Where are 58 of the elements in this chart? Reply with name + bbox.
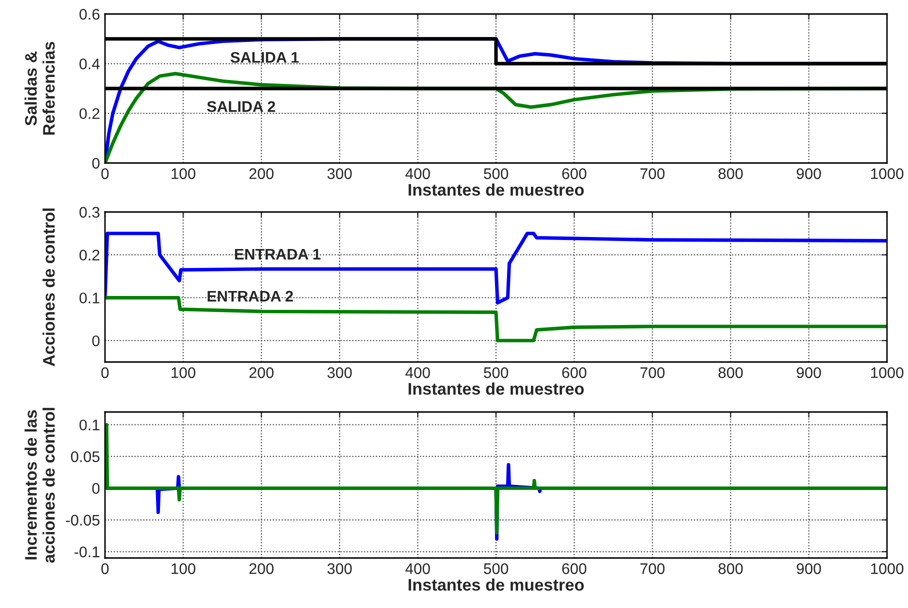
y-tick-label: 0.4: [80, 58, 100, 70]
x-tick-label: 300: [327, 563, 352, 574]
x-tick-label: 900: [796, 563, 821, 574]
x-tick-label: 0: [101, 367, 109, 378]
y-tick-label: 0.2: [80, 108, 100, 120]
x-tick-label: 200: [249, 367, 274, 378]
x-tick-label: 900: [796, 367, 821, 378]
x-tick-label: 100: [172, 168, 196, 180]
y-tick-label: 0.1: [80, 292, 100, 304]
x-tick-label: 700: [640, 168, 665, 180]
annotation: ENTRADA 1: [235, 248, 320, 260]
y-axis-title: Incrementos de las acciones de control: [24, 408, 55, 563]
y-tick-label: 0.1: [80, 420, 100, 430]
x-tick-label: 700: [640, 563, 665, 574]
x-tick-label: 100: [172, 367, 196, 378]
x-tick-label: 200: [249, 563, 274, 574]
annotation: SALIDA 1: [230, 52, 299, 63]
x-tick-label: 300: [327, 168, 352, 180]
y-tick-label: 0.05: [71, 451, 100, 462]
x-axis-title: Instantes de muestreo: [408, 183, 584, 196]
y-tick-label: 0: [92, 335, 100, 346]
x-tick-label: 0: [101, 168, 109, 180]
y-axis-title: Acciones de control: [42, 208, 55, 366]
x-tick-label: 400: [405, 367, 430, 378]
y-tick-label: 0.2: [80, 250, 100, 261]
y-tick-label: 0: [92, 483, 100, 494]
x-tick-label: 100: [172, 563, 196, 574]
x-tick-label: 800: [718, 367, 743, 378]
x-tick-label: 0: [101, 563, 109, 574]
x-tick-label: 600: [562, 563, 586, 574]
x-tick-label: 1000: [871, 168, 904, 180]
x-tick-label: 500: [484, 563, 508, 574]
x-tick-label: 200: [249, 168, 274, 180]
annotation: SALIDA 2: [207, 101, 276, 112]
x-tick-label: 800: [718, 563, 743, 574]
y-tick-label: -0.05: [66, 514, 100, 526]
x-tick-label: 500: [484, 168, 508, 180]
y-tick-label: 0.6: [80, 8, 100, 20]
x-tick-label: 400: [405, 168, 430, 180]
x-axis-title: Instantes de muestreo: [408, 382, 584, 395]
y-tick-label: 0.3: [80, 206, 100, 218]
x-tick-label: 500: [484, 367, 508, 378]
annotation: ENTRADA 2: [208, 290, 293, 302]
x-axis-title: Instantes de muestreo: [408, 578, 584, 591]
x-tick-label: 1000: [871, 563, 904, 574]
x-tick-label: 400: [405, 563, 430, 574]
x-tick-label: 800: [718, 168, 743, 180]
x-tick-label: 600: [562, 367, 586, 378]
x-tick-label: 700: [640, 367, 665, 378]
line-series: [105, 232, 887, 305]
x-tick-label: 600: [562, 168, 586, 180]
y-tick-label: -0.1: [74, 546, 100, 558]
x-tick-label: 900: [796, 168, 821, 180]
x-tick-label: 1000: [871, 367, 904, 378]
x-tick-label: 300: [327, 367, 352, 378]
line-series: [105, 422, 887, 534]
y-axis-title: Salidas & Referencias: [24, 42, 55, 135]
y-tick-label: 0: [92, 158, 100, 169]
